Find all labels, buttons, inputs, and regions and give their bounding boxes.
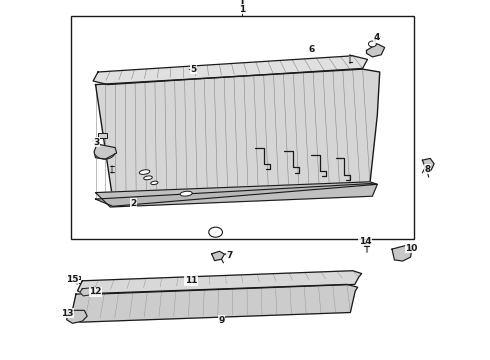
Text: 2: 2	[130, 199, 136, 208]
Text: 13: 13	[61, 309, 74, 318]
Polygon shape	[71, 284, 358, 322]
Text: 14: 14	[359, 237, 371, 246]
Bar	[71, 16, 414, 239]
Ellipse shape	[144, 176, 152, 180]
Polygon shape	[67, 310, 87, 323]
Polygon shape	[77, 271, 362, 294]
Ellipse shape	[139, 170, 150, 174]
Polygon shape	[212, 251, 224, 261]
Circle shape	[368, 41, 376, 47]
Text: 1: 1	[239, 4, 245, 13]
Polygon shape	[367, 44, 385, 57]
Circle shape	[209, 227, 222, 237]
Polygon shape	[96, 69, 380, 199]
Bar	[98, 133, 107, 138]
Text: 11: 11	[185, 276, 197, 285]
Text: 7: 7	[226, 251, 233, 260]
Ellipse shape	[151, 181, 158, 185]
Polygon shape	[392, 246, 412, 261]
Text: 15: 15	[66, 274, 79, 284]
Text: 9: 9	[218, 316, 225, 325]
Polygon shape	[96, 184, 377, 206]
Text: 1: 1	[239, 0, 245, 8]
Text: 3: 3	[93, 138, 99, 147]
Polygon shape	[80, 287, 99, 296]
Text: 6: 6	[308, 45, 314, 54]
Text: 5: 5	[191, 65, 196, 74]
Ellipse shape	[180, 191, 192, 196]
Text: 4: 4	[373, 33, 380, 42]
Polygon shape	[96, 182, 377, 207]
Text: 8: 8	[424, 165, 430, 174]
Polygon shape	[422, 158, 434, 172]
Polygon shape	[94, 144, 117, 159]
Polygon shape	[93, 56, 368, 85]
Text: 12: 12	[89, 287, 102, 296]
Bar	[364, 242, 369, 245]
Bar	[75, 276, 80, 279]
Text: 10: 10	[405, 244, 418, 253]
